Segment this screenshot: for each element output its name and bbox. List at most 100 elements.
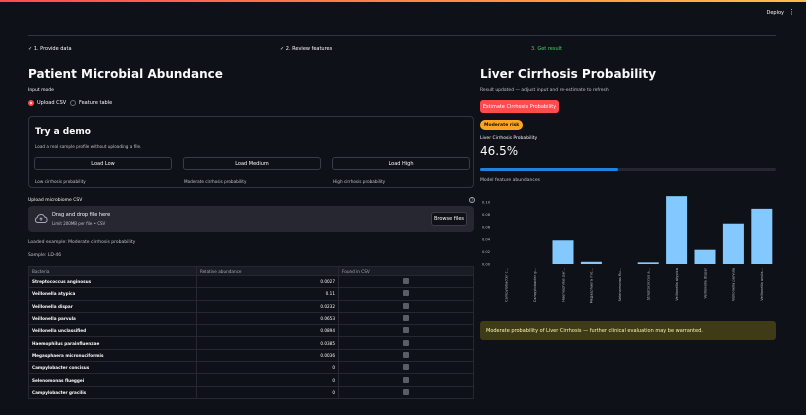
table-row[interactable]: Megasphaera micronuciformis 0.0036 bbox=[28, 348, 474, 363]
checkbox-icon[interactable] bbox=[403, 278, 409, 285]
y-tick-label: 0.10 bbox=[482, 201, 491, 205]
metric-value: 46.5% bbox=[480, 144, 519, 158]
step-2: ✓ 2. Review features bbox=[280, 46, 333, 52]
table-row[interactable]: Haemophilus parainfluenzae 0.0385 bbox=[28, 336, 474, 350]
help-icon[interactable]: ? bbox=[469, 197, 475, 203]
y-tick-label: 0.06 bbox=[482, 225, 491, 229]
cell-abundance[interactable]: 0.0385 bbox=[196, 336, 339, 350]
x-tick-label: Megasphaera mic... bbox=[590, 268, 594, 303]
probability-progress-fill bbox=[480, 168, 618, 171]
cell-found[interactable] bbox=[338, 299, 474, 313]
demo-desc: Load a real sample profile without uploa… bbox=[35, 144, 142, 149]
left-title: Patient Microbial Abundance bbox=[28, 67, 223, 81]
cell-found[interactable] bbox=[338, 274, 474, 289]
chart-caption: Model feature abundances bbox=[480, 178, 540, 183]
cell-bacteria[interactable]: Veillonella parvula bbox=[28, 311, 197, 326]
cell-abundance[interactable]: 0.0232 bbox=[196, 299, 339, 313]
right-title: Liver Cirrhosis Probability bbox=[480, 67, 657, 81]
radio-label: Upload CSV bbox=[37, 100, 67, 106]
demo-title: Try a demo bbox=[35, 127, 91, 137]
feature-bar-chart: 0.00 0.02 0.04 0.06 0.08 0.10 Campylobacter c.… bbox=[482, 196, 773, 303]
cell-abundance[interactable]: 0.0036 bbox=[196, 348, 339, 363]
table-row[interactable]: Veillonella parvula 0.0653 bbox=[28, 311, 474, 326]
file-dropzone[interactable]: Drag and drop file here Limit 200MB per … bbox=[28, 206, 474, 232]
cell-abundance[interactable]: 0 bbox=[196, 385, 339, 399]
col-header-bacteria[interactable]: Bacteria bbox=[28, 266, 197, 276]
upload-label: Upload microbiome CSV bbox=[28, 198, 83, 203]
chart-bar[interactable] bbox=[751, 208, 773, 264]
probability-progress-bar bbox=[480, 168, 776, 171]
col-header-found[interactable]: Found in CSV bbox=[338, 266, 474, 276]
load-medium-button[interactable]: Load Medium bbox=[183, 157, 321, 170]
table-row[interactable]: Veillonella atypica 0.11 bbox=[28, 287, 474, 301]
radio-feature-table[interactable]: Feature table bbox=[70, 100, 112, 106]
chart-bar[interactable] bbox=[666, 196, 688, 264]
table-row[interactable]: Veillonella unclassified 0.0894 bbox=[28, 324, 474, 338]
abundance-table[interactable]: Bacteria Relative abundance Found in CSV… bbox=[28, 266, 474, 399]
cell-abundance[interactable]: 0.11 bbox=[196, 287, 339, 301]
y-tick-label: 0.00 bbox=[482, 262, 491, 266]
cell-bacteria[interactable]: Veillonella dispar bbox=[28, 299, 197, 313]
estimate-button[interactable]: Estimate Cirrhosis Probability bbox=[480, 100, 559, 113]
load-high-button[interactable]: Load High bbox=[332, 157, 470, 170]
checkbox-icon[interactable] bbox=[403, 376, 409, 383]
chart-bar[interactable] bbox=[637, 262, 659, 264]
cell-found[interactable] bbox=[338, 311, 474, 326]
table-row[interactable]: Selenomonas flueggei 0 bbox=[28, 373, 474, 387]
checkbox-icon[interactable] bbox=[403, 327, 409, 334]
chart-bar[interactable] bbox=[694, 249, 716, 264]
checkbox-icon[interactable] bbox=[403, 339, 409, 346]
cell-found[interactable] bbox=[338, 361, 474, 375]
cell-found[interactable] bbox=[338, 373, 474, 387]
cell-found[interactable] bbox=[338, 324, 474, 338]
load-low-button[interactable]: Load Low bbox=[34, 157, 172, 170]
deploy-button[interactable]: Deploy bbox=[766, 10, 784, 16]
cell-bacteria[interactable]: Haemophilus parainfluenzae bbox=[28, 336, 197, 350]
checkbox-icon[interactable] bbox=[403, 351, 409, 358]
cell-abundance[interactable]: 0 bbox=[196, 361, 339, 375]
table-row[interactable]: Campylobacter concisus 0 bbox=[28, 361, 474, 375]
table-row[interactable]: Streptococcus anginosus 0.0027 bbox=[28, 274, 474, 289]
cell-abundance[interactable]: 0 bbox=[196, 373, 339, 387]
kebab-menu-icon[interactable]: ⋮ bbox=[788, 8, 795, 16]
radio-upload-csv[interactable]: Upload CSV bbox=[28, 100, 66, 106]
cell-bacteria[interactable]: Veillonella unclassified bbox=[28, 324, 197, 338]
browse-files-button[interactable]: Browse files bbox=[431, 212, 467, 226]
cell-bacteria[interactable]: Streptococcus anginosus bbox=[28, 274, 197, 289]
x-tick-label: Veillonella uncla... bbox=[760, 268, 764, 301]
checkbox-icon[interactable] bbox=[403, 290, 409, 297]
cell-found[interactable] bbox=[338, 287, 474, 301]
x-tick-label: Veillonella parvula bbox=[732, 268, 736, 301]
cell-found[interactable] bbox=[338, 336, 474, 350]
cell-bacteria[interactable]: Campylobacter gracilis bbox=[28, 385, 197, 399]
cell-found[interactable] bbox=[338, 385, 474, 399]
caption-medium: Moderate cirrhosis probability bbox=[184, 179, 247, 184]
checkbox-icon[interactable] bbox=[403, 388, 409, 395]
chart-bar[interactable] bbox=[722, 223, 744, 264]
table-row[interactable]: Campylobacter gracilis 0 bbox=[28, 385, 474, 399]
y-tick-label: 0.04 bbox=[482, 238, 491, 242]
y-tick-label: 0.02 bbox=[482, 250, 490, 254]
radio-label: Feature table bbox=[79, 100, 113, 106]
checkbox-icon[interactable] bbox=[403, 315, 409, 322]
metric-label: Liver Cirrhosis Probability bbox=[480, 136, 538, 141]
cell-bacteria[interactable]: Selenomonas flueggei bbox=[28, 373, 197, 387]
chart-bar[interactable] bbox=[580, 261, 602, 264]
cell-abundance[interactable]: 0.0894 bbox=[196, 324, 339, 338]
checkbox-icon[interactable] bbox=[403, 364, 409, 371]
cell-abundance[interactable]: 0.0027 bbox=[196, 274, 339, 289]
cell-bacteria[interactable]: Veillonella atypica bbox=[28, 287, 197, 301]
drop-text: Drag and drop file here bbox=[52, 212, 111, 218]
step-1: ✓ 1. Provide data bbox=[28, 46, 72, 52]
table-row[interactable]: Veillonella dispar 0.0232 bbox=[28, 299, 474, 313]
col-header-abundance[interactable]: Relative abundance bbox=[196, 266, 339, 276]
chart-bar[interactable] bbox=[552, 240, 574, 264]
caption-high: High cirrhosis probability bbox=[333, 179, 386, 184]
cell-found[interactable] bbox=[338, 348, 474, 363]
checkbox-icon[interactable] bbox=[403, 302, 409, 309]
cell-bacteria[interactable]: Campylobacter concisus bbox=[28, 361, 197, 375]
cell-bacteria[interactable]: Megasphaera micronuciformis bbox=[28, 348, 197, 363]
x-tick-label: Streptococcus a... bbox=[647, 268, 651, 300]
cell-abundance[interactable]: 0.0653 bbox=[196, 311, 339, 326]
radio-unselected-icon bbox=[70, 100, 76, 106]
